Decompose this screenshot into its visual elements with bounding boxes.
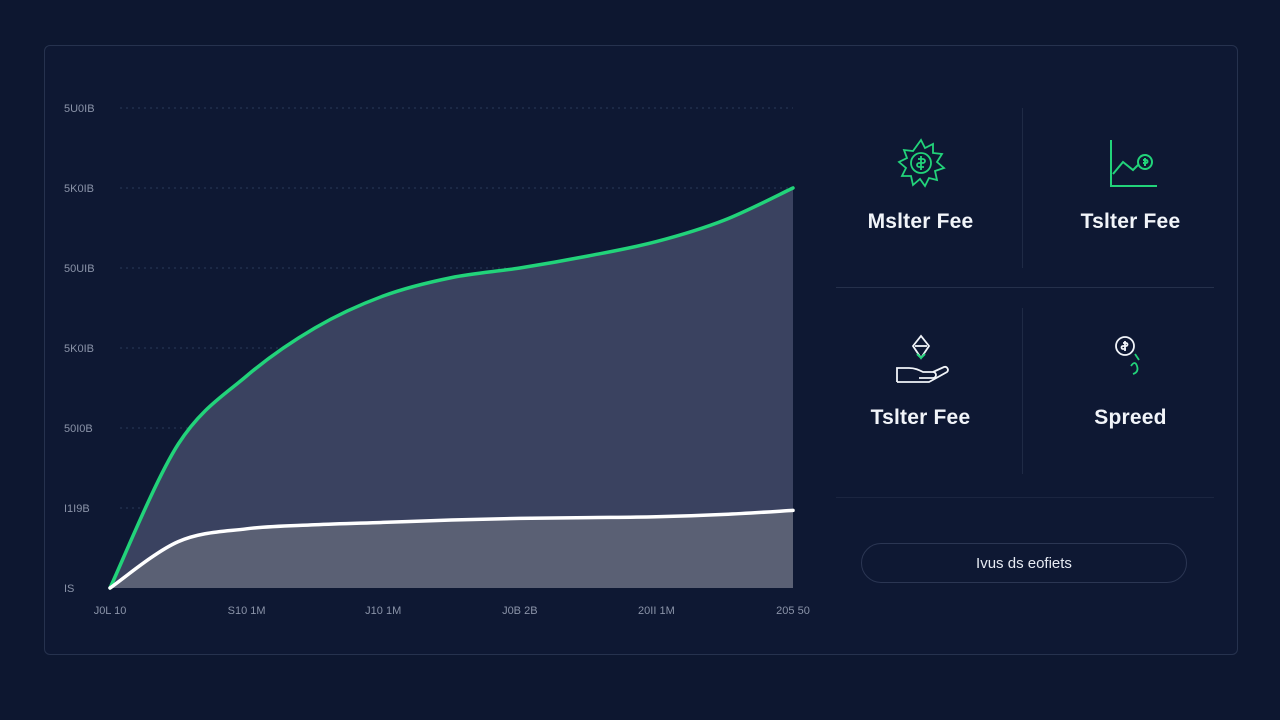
area-chart: 5U0IB 5K0IB 50UIB 5K0IB 50I0B I1I9B IS J0L 10 S1… [64,103,810,617]
fee-cards-grid: Mslter Fee Tslter Fee Tslter Fee [836,108,1214,498]
spread-card[interactable]: Spreed [1036,304,1225,484]
card-label: Tslter Fee [870,406,971,429]
card-divider-vertical-top [1022,108,1023,268]
x-tick-label: 205 50 [776,605,810,617]
card-label: Tslter Fee [1080,210,1181,233]
y-tick-label: IS [64,583,74,595]
gear-coin-icon [896,138,946,188]
y-tick-label: 5K0IB [64,183,94,195]
series-0-area [110,188,793,588]
y-tick-label: 5K0IB [64,343,94,355]
y-tick-label: 50I0B [64,423,93,435]
view-details-button[interactable]: Ivus ds eofiets [861,543,1187,583]
x-tick-label: J0L 10 [94,605,127,617]
y-tick-label: 5U0IB [64,103,95,115]
x-tick-label: J0B 2B [502,605,537,617]
card-label: Spreed [1094,406,1167,429]
series-0-line [108,186,795,590]
series-1-area [110,510,793,588]
coin-spread-icon [1114,336,1140,375]
y-tick-label: 50UIB [64,263,95,275]
series-1-line [108,508,795,590]
chart-coin-icon [1109,140,1157,187]
card-divider-vertical-bottom [1022,308,1023,474]
card-divider-horizontal [836,287,1214,288]
taker-fee-card[interactable]: Tslter Fee [1036,108,1225,288]
x-tick-label: 20II 1M [638,605,675,617]
maker-fee-card[interactable]: Mslter Fee [826,108,1015,288]
y-tick-label: I1I9B [64,503,90,515]
x-tick-label: J10 1M [365,605,401,617]
chart-area: 5U0IB 5K0IB 50UIB 5K0IB 50I0B I1I9B IS J0L 10 S1… [44,45,844,655]
card-divider-bottom [836,497,1214,498]
taker-fee-card-2[interactable]: Tslter Fee [826,304,1015,484]
hand-diamond-icon [895,334,949,383]
x-tick-label: S10 1M [228,605,266,617]
card-label: Mslter Fee [867,210,974,233]
